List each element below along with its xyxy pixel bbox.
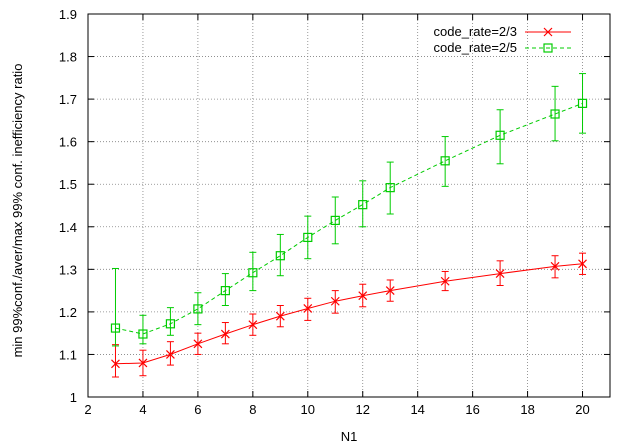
- data-point: [495, 269, 505, 279]
- error-bar: [249, 251, 257, 292]
- data-point: [138, 329, 148, 339]
- error-bar: [221, 322, 229, 345]
- data-point: [303, 304, 313, 313]
- y-tick-label: 1.9: [59, 7, 77, 22]
- data-point: [440, 276, 450, 286]
- error-bar: [551, 85, 559, 142]
- data-point: [358, 291, 368, 301]
- x-axis-title: N1: [341, 429, 358, 444]
- x-tick-label: 2: [84, 402, 91, 417]
- error-bar: [496, 109, 504, 165]
- data-point: [138, 358, 148, 368]
- data-point: [550, 261, 560, 271]
- data-point: [165, 350, 175, 359]
- y-tick-label: 1.5: [59, 177, 77, 192]
- error-bar: [221, 273, 229, 307]
- error-bar: [304, 215, 312, 260]
- series-1: [111, 252, 587, 378]
- data-point: [303, 232, 313, 243]
- y-tick-label: 1.7: [59, 92, 77, 107]
- y-tick-label: 1.3: [59, 262, 77, 277]
- error-bar: [111, 267, 119, 347]
- data-point: [220, 329, 230, 339]
- data-point: [385, 183, 395, 193]
- y-tick-label: 1.2: [59, 305, 77, 320]
- data-point: [110, 323, 121, 333]
- x-tick-label: 20: [575, 402, 589, 417]
- x-tick-label: 10: [301, 402, 315, 417]
- error-bar: [304, 297, 312, 321]
- error-bar: [166, 307, 174, 336]
- data-point: [358, 200, 368, 210]
- series-2: [110, 73, 588, 347]
- error-bar: [441, 136, 449, 187]
- y-tick-label: 1.6: [59, 135, 77, 150]
- data-point: [275, 251, 285, 261]
- x-tick-label: 18: [520, 402, 534, 417]
- x-tick-label: 12: [356, 402, 370, 417]
- data-point: [193, 304, 203, 314]
- x-tick-label: 4: [139, 402, 146, 417]
- error-bar: [166, 341, 174, 366]
- y-axis-title: min 99%conf./aver/max 99% conf. ineffici…: [10, 64, 25, 358]
- data-point: [330, 215, 340, 225]
- error-bar: [359, 180, 367, 228]
- data-point: [275, 311, 285, 321]
- axis-ticks: 2 4 6 8 10 12 14 16 18 20 1 1.1 1.2 1.3 1.4 1.5 1.6 1.7 1.…: [59, 7, 610, 417]
- error-bar: [386, 161, 394, 215]
- legend-label: code_rate=2/5: [434, 40, 517, 55]
- data-point: [248, 320, 258, 330]
- legend-marker: [543, 27, 553, 37]
- series-line: [115, 102, 583, 335]
- y-tick-label: 1.8: [59, 50, 77, 65]
- y-tick-label: 1: [70, 390, 77, 405]
- data-point: [385, 286, 395, 296]
- data-point: [165, 319, 176, 329]
- error-bar: [331, 196, 339, 245]
- y-tick-label: 1.1: [59, 347, 77, 362]
- series-line: [115, 263, 583, 365]
- error-bar: [579, 73, 587, 134]
- data-point: [330, 296, 340, 306]
- x-tick-label: 8: [249, 402, 256, 417]
- data-point: [550, 109, 560, 119]
- data-point: [111, 359, 120, 369]
- x-tick-label: 14: [410, 402, 424, 417]
- error-bar: [194, 292, 202, 326]
- legend-item: code_rate=2/5: [434, 40, 571, 55]
- data-point: [577, 98, 588, 108]
- y-tick-label: 1.4: [59, 220, 77, 235]
- data-point: [220, 286, 230, 296]
- legend-item: code_rate=2/3: [434, 24, 571, 39]
- data-point: [495, 130, 505, 140]
- data-point: [193, 339, 203, 349]
- error-bar: [276, 233, 284, 277]
- legend-label: code_rate=2/3: [434, 24, 517, 39]
- data-point: [248, 268, 258, 278]
- x-tick-label: 6: [194, 402, 201, 417]
- plot-series: [110, 73, 588, 378]
- x-tick-label: 16: [465, 402, 479, 417]
- grid: [88, 14, 610, 397]
- legend-marker: [543, 43, 553, 53]
- data-point: [578, 259, 587, 269]
- plot-frame: [87, 13, 611, 398]
- data-point: [440, 156, 450, 166]
